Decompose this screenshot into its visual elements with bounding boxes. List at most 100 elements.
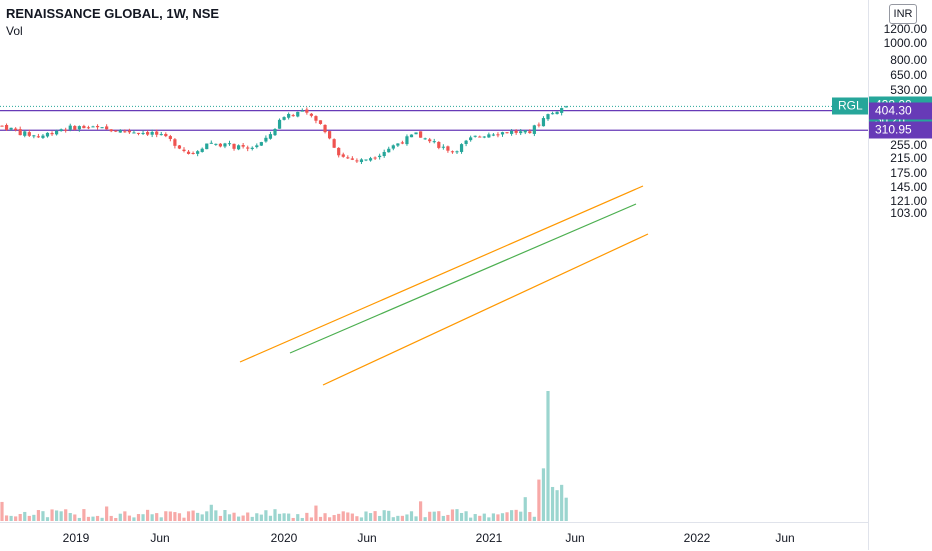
volume-bar [196, 512, 200, 521]
volume-bar [27, 515, 31, 521]
candle-body [36, 136, 40, 138]
candle-body [55, 130, 59, 135]
volume-bar [146, 509, 150, 521]
candle-body [259, 142, 263, 146]
candle-body [355, 160, 359, 162]
volume-bar [177, 513, 182, 521]
volume-bar [186, 511, 191, 521]
volume-bar [118, 513, 122, 521]
price-chart[interactable] [0, 0, 868, 522]
volume-bar [82, 509, 86, 521]
volume-bar [496, 514, 500, 521]
volume-bar [323, 513, 327, 521]
volume-bar [396, 515, 400, 521]
candle-body [77, 126, 81, 130]
candle-body [227, 143, 232, 145]
volume-bar [287, 513, 291, 521]
candle-body [14, 128, 18, 131]
candle-body [68, 125, 72, 130]
candle-body [368, 158, 373, 161]
time-tick-label: 2020 [270, 531, 298, 545]
volume-legend: Vol [6, 24, 23, 38]
volume-bar [464, 511, 468, 521]
candle-body [50, 133, 54, 135]
volume-bar [514, 509, 518, 521]
volume-bar [259, 514, 263, 521]
volume-bar [532, 516, 536, 521]
candle-body [464, 140, 468, 144]
volume-bar [136, 514, 141, 521]
candle-body [218, 143, 222, 147]
volume-bar [291, 517, 295, 521]
candle-body [264, 137, 268, 142]
candle-body [268, 134, 273, 139]
volume-bar [300, 517, 304, 521]
volume-bar [368, 513, 373, 521]
volume-bar [423, 517, 427, 521]
candle-body [146, 132, 150, 135]
candle-body [173, 139, 177, 146]
price-tick-label: 1200.00 [883, 22, 927, 37]
candle-body [141, 132, 145, 134]
volume-bar [328, 517, 332, 521]
volume-bar [18, 514, 22, 521]
volume-bar [237, 516, 241, 521]
time-tick-label: 2019 [62, 531, 90, 545]
candle-body [350, 158, 354, 160]
volume-bar [223, 510, 227, 521]
candle-body [428, 139, 432, 142]
price-tick-label: 1000.00 [883, 36, 927, 50]
volume-bar [537, 479, 541, 521]
volume-bar [214, 510, 218, 521]
candle-body [473, 135, 477, 137]
candle-body [341, 154, 345, 157]
candle-body [459, 144, 464, 152]
volume-bar [159, 517, 163, 521]
candle-body [82, 125, 86, 129]
volume-bar [264, 510, 268, 521]
volume-bar [296, 514, 300, 521]
volume-bar [455, 509, 459, 521]
volume-bar [519, 511, 523, 521]
candle-body [9, 127, 13, 130]
candle-body [73, 126, 77, 130]
price-tick-label: 530.00 [890, 83, 927, 98]
time-tick-label: Jun [565, 531, 585, 545]
volume-bar [77, 517, 81, 521]
currency-button[interactable]: INR [889, 4, 917, 24]
volume-bar [105, 506, 109, 521]
price-axis[interactable]: 103.00121.00145.00175.00215.00255.00450.… [868, 0, 932, 550]
chart-legend: RENAISSANCE GLOBAL, 1W, NSE Vol [6, 6, 219, 38]
volume-bar [127, 515, 131, 521]
candle-body [86, 127, 91, 129]
volume-bar [450, 509, 455, 521]
chart-area[interactable]: RENAISSANCE GLOBAL, 1W, NSE Vol RGL [0, 0, 868, 522]
volume-bar [510, 510, 514, 521]
volume-bar [505, 512, 509, 521]
price-tick-label: 650.00 [890, 68, 927, 83]
level-tag-lower: 310.95 [869, 121, 932, 139]
candle-body [373, 157, 377, 159]
candle-body [177, 145, 182, 149]
candle-body [437, 141, 441, 148]
volume-bar [91, 516, 95, 521]
volume-bar [268, 515, 273, 521]
candle-body [18, 129, 22, 136]
candle-body [387, 148, 391, 153]
candle-body [282, 117, 286, 120]
volume-bar [64, 509, 68, 521]
candle-body [114, 130, 118, 132]
volume-bar [337, 513, 341, 521]
volume-bar [305, 512, 309, 521]
volume-bar [182, 517, 186, 521]
candle-body [514, 130, 518, 133]
candle-body [555, 111, 559, 115]
time-axis[interactable]: 2019 Jun 2020 Jun 2021 Jun 2022 Jun [0, 522, 868, 551]
candle-body [191, 153, 195, 155]
candle-body [273, 128, 277, 136]
candle-body [132, 132, 136, 134]
candle-body [196, 151, 200, 154]
candle-body [500, 132, 505, 135]
candle-body [241, 145, 245, 147]
volume-bar [437, 511, 441, 521]
